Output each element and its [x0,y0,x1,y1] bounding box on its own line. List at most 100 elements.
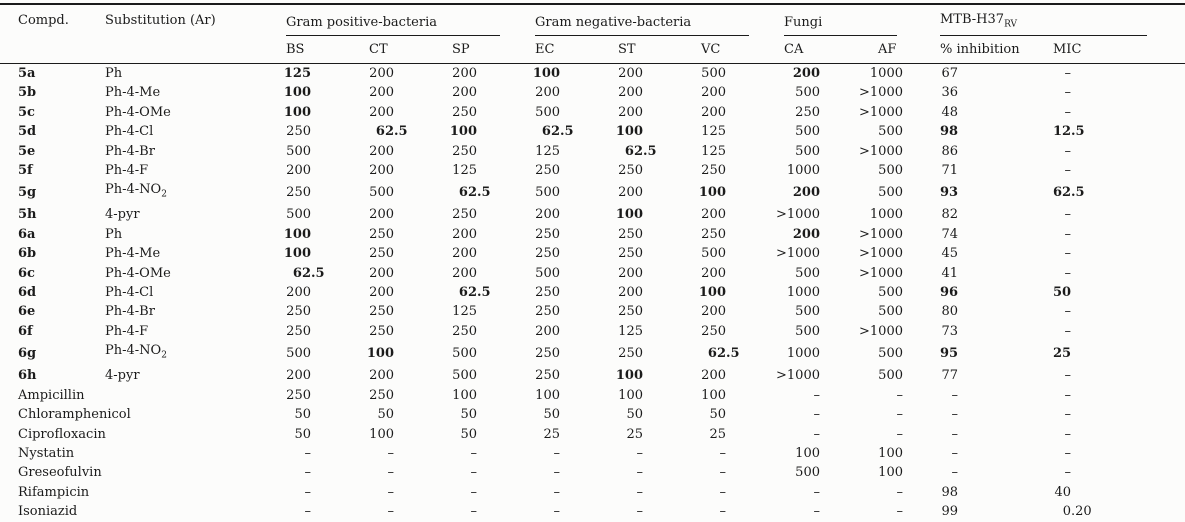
value-cell: 71 [941,163,958,179]
value-cell: 62.5 [541,124,574,140]
value-cell: 200 [369,368,394,384]
value-cell: 250 [286,387,311,403]
value-cell: – [951,387,959,403]
value-cell: >1000 [859,246,903,262]
value-cell: 500 [878,124,903,140]
value-cell: – [719,465,727,481]
value-cell: 250 [795,104,820,120]
table-row: 5e Ph-4-Br 500 200 250 125 62.5 125 500 >1000 86 – [0,142,1185,161]
value-cell: – [1064,207,1072,223]
value-cell: 250 [535,346,560,362]
value-cell: 500 [452,346,477,362]
compound-cell: 5a [18,66,36,81]
value-cell: – [719,484,727,500]
substitution-cell: Ph-4-OMe [105,104,171,120]
value-cell: 200 [701,304,726,320]
value-cell: – [896,426,904,442]
value-cell: 45 [941,246,958,262]
compound-cell: Isoniazid [18,504,78,520]
value-cell: – [553,465,561,481]
value-cell: 250 [701,226,726,242]
value-cell: 100 [615,124,643,140]
value-cell: – [1064,323,1072,339]
value-cell: 500 [286,346,311,362]
value-cell: 100 [283,104,311,120]
value-cell: – [470,504,478,520]
value-cell: 12.5 [1053,124,1085,140]
header-ca: CA [763,36,857,64]
value-cell: 250 [701,163,726,179]
substitution-cell: Ph [105,66,123,81]
value-cell: 200 [369,265,394,281]
value-cell: 62.5 [707,346,740,362]
value-cell: 100 [366,346,394,362]
header-mic: MIC [1053,36,1185,64]
value-cell: – [553,445,561,461]
value-cell: 250 [618,226,643,242]
value-cell: – [387,504,395,520]
value-cell: – [896,504,904,520]
value-cell: 500 [878,163,903,179]
table-row: 6b Ph-4-Me 100 250 200 250 250 500 >1000 >1000 45 – [0,244,1185,263]
value-cell: 200 [452,226,477,242]
group-header-mtb: MTB-H37RV [940,4,1185,36]
compound-cell: Nystatin [18,445,75,461]
header-ec: EC [514,36,597,64]
value-cell: 100 [369,426,394,442]
value-cell: 50 [294,426,311,442]
table-row: Ampicillin 250 250 100 100 100 100 – – – – [0,386,1185,405]
value-cell: 500 [535,185,560,201]
value-cell: 99 [941,504,958,520]
compound-cell: 6h [18,368,37,384]
value-cell: 62.5 [458,285,491,301]
value-cell: – [1064,226,1072,242]
value-cell: 86 [941,143,958,159]
value-cell: 200 [535,207,560,223]
table-row: Nystatin – – – – – – 100 100 – – [0,444,1185,463]
value-cell: – [951,445,959,461]
value-cell: – [387,465,395,481]
header-compound: Compd. [0,4,97,64]
substitution-cell: Ph [105,226,123,242]
value-cell: – [470,445,478,461]
table-row: 5d Ph-4-Cl 250 62.5 100 62.5 100 125 500 500 98 12.… [0,122,1185,141]
value-cell: 0.20 [1062,504,1092,520]
value-cell: 500 [369,185,394,201]
value-cell: 250 [286,185,311,201]
value-cell: 250 [369,323,394,339]
table-row: Chloramphenicol 50 50 50 50 50 50 – – – – [0,405,1185,424]
value-cell: 500 [452,368,477,384]
value-cell: 250 [369,304,394,320]
table-row: Greseofulvin – – – – – – 500 100 – – [0,463,1185,482]
value-cell: – [1064,246,1072,262]
value-cell: 62.5 [1053,185,1085,201]
substitution-cell [97,463,265,482]
value-cell: 100 [452,387,477,403]
value-cell: 500 [795,323,820,339]
value-cell: 100 [532,66,560,81]
substitution-cell [97,425,265,444]
value-cell: 100 [698,185,726,201]
sub-header-row: BS CT SP EC ST VC CA AF % inhibition MIC [0,36,1185,64]
value-cell: 98 [940,124,959,140]
compound-cell: 6d [18,285,37,301]
table-row: 5h 4-pyr 500 200 250 200 100 200 >1000 1000 82 – [0,205,1185,224]
header-st: ST [597,36,680,64]
value-cell: 500 [795,304,820,320]
value-cell: >1000 [776,246,820,262]
value-cell: 67 [941,66,958,81]
value-cell: 95 [940,346,959,362]
compound-cell: 5c [18,104,35,120]
table-row: 5b Ph-4-Me 100 200 200 200 200 200 500 >1000 36 – [0,83,1185,102]
value-cell: 250 [286,304,311,320]
value-cell: 500 [878,346,903,362]
value-cell: 1000 [786,346,820,362]
value-cell: – [896,484,904,500]
value-cell: 25 [626,426,643,442]
substitution-cell [97,386,265,405]
compound-cell: Greseofulvin [18,465,102,481]
value-cell: 200 [452,85,477,101]
value-cell: 500 [795,143,820,159]
table-row: 6d Ph-4-Cl 200 200 62.5 250 200 100 1000 500 96 50 [0,283,1185,302]
value-cell: 40 [1054,484,1071,500]
